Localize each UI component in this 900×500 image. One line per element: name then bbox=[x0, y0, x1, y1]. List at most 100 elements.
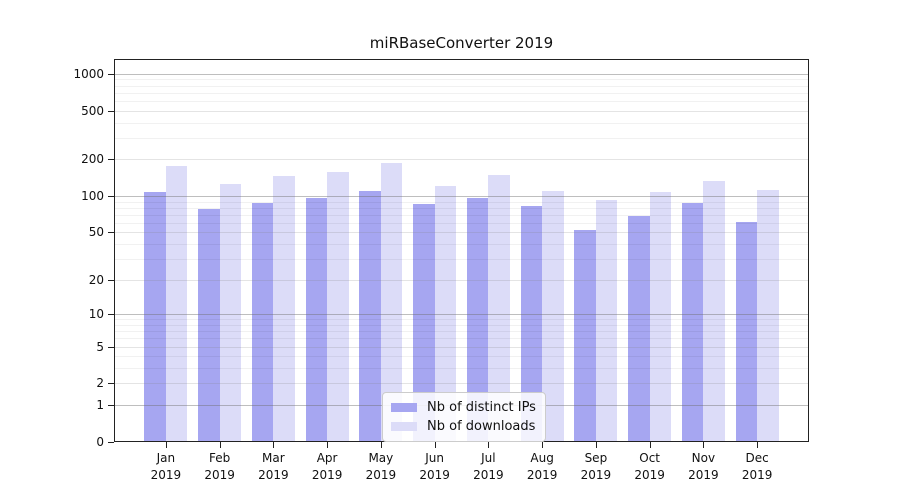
gridline-minor bbox=[114, 137, 809, 139]
bar bbox=[488, 174, 510, 442]
x-tick bbox=[757, 442, 759, 448]
y-tick-label: 1 bbox=[96, 398, 104, 413]
y-tick-label: 200 bbox=[81, 152, 104, 167]
x-tick bbox=[434, 442, 436, 448]
y-tick bbox=[108, 346, 114, 348]
gridline bbox=[114, 159, 809, 161]
y-tick-label: 50 bbox=[88, 225, 104, 240]
bar bbox=[380, 162, 403, 442]
x-tick-label: Apr 2019 bbox=[311, 451, 343, 482]
y-tick bbox=[108, 442, 114, 443]
gridline-minor bbox=[114, 324, 809, 326]
y-tick bbox=[108, 110, 114, 112]
y-tick-label: 500 bbox=[81, 103, 104, 118]
gridline bbox=[114, 196, 809, 198]
legend-item: Nb of downloads bbox=[391, 417, 537, 436]
y-tick-label: 0 bbox=[96, 435, 104, 449]
gridline-minor bbox=[114, 356, 809, 358]
chart-title: miRBaseConverter 2019 bbox=[369, 34, 554, 52]
bar bbox=[595, 199, 618, 442]
bar bbox=[466, 197, 489, 442]
legend-swatch-distinct-ips bbox=[391, 403, 417, 412]
gridline-minor bbox=[114, 338, 809, 340]
x-tick bbox=[542, 442, 544, 448]
bar bbox=[273, 175, 295, 442]
y-tick-label: 10 bbox=[88, 307, 104, 322]
bar bbox=[681, 202, 704, 442]
legend: Nb of distinct IPs Nb of downloads bbox=[382, 392, 546, 442]
y-tick bbox=[108, 405, 114, 407]
bar bbox=[165, 166, 188, 442]
x-tick-label: Nov 2019 bbox=[688, 451, 719, 482]
bar bbox=[413, 203, 435, 442]
bar bbox=[520, 206, 543, 442]
gridline-minor bbox=[114, 92, 809, 94]
bar bbox=[757, 189, 779, 442]
x-tick bbox=[219, 442, 221, 448]
x-tick-label: Mar 2019 bbox=[258, 451, 289, 482]
x-tick-label: Aug 2019 bbox=[526, 451, 558, 482]
gridline-minor bbox=[114, 331, 809, 333]
bar bbox=[649, 191, 672, 442]
x-tick-label: May 2019 bbox=[365, 451, 397, 482]
gridline-minor bbox=[114, 207, 809, 209]
gridline bbox=[114, 232, 809, 234]
gridline-minor bbox=[114, 201, 809, 203]
bar bbox=[198, 209, 220, 442]
y-tick-label: 20 bbox=[88, 272, 104, 287]
bar bbox=[305, 197, 328, 442]
x-tick-label: Oct 2019 bbox=[634, 451, 665, 482]
gridline-minor bbox=[114, 100, 809, 102]
x-tick bbox=[273, 442, 275, 448]
y-tick bbox=[108, 383, 114, 385]
x-tick bbox=[165, 442, 167, 448]
bar bbox=[542, 190, 564, 442]
x-tick bbox=[649, 442, 651, 448]
x-tick-label: Jul 2019 bbox=[473, 451, 504, 482]
x-tick bbox=[488, 442, 490, 448]
gridline bbox=[114, 73, 809, 75]
x-tick bbox=[327, 442, 329, 448]
y-tick bbox=[108, 159, 114, 161]
legend-swatch-downloads bbox=[391, 422, 417, 431]
gridline-minor bbox=[114, 244, 809, 246]
y-tick bbox=[108, 73, 114, 75]
x-tick-label: Jun 2019 bbox=[419, 451, 450, 482]
bar bbox=[434, 186, 457, 442]
bar bbox=[735, 222, 758, 442]
gridline-minor bbox=[114, 79, 809, 81]
legend-label: Nb of downloads bbox=[427, 419, 536, 434]
legend-label: Nb of distinct IPs bbox=[427, 400, 536, 415]
bar bbox=[359, 191, 381, 442]
x-tick-label: Dec 2019 bbox=[741, 451, 773, 482]
bar bbox=[327, 172, 349, 442]
gridline-minor bbox=[114, 85, 809, 87]
x-tick-label: Sep 2019 bbox=[580, 451, 612, 482]
y-tick bbox=[108, 232, 114, 234]
x-tick-label: Jan 2019 bbox=[150, 451, 182, 482]
y-tick-label: 1000 bbox=[73, 66, 104, 81]
y-tick bbox=[108, 196, 114, 198]
bar bbox=[703, 180, 725, 442]
y-tick bbox=[108, 279, 114, 281]
gridline-minor bbox=[114, 319, 809, 321]
bar bbox=[574, 230, 596, 442]
gridline-minor bbox=[114, 214, 809, 216]
gridline bbox=[114, 279, 809, 281]
y-tick-label: 2 bbox=[96, 376, 104, 391]
legend-item: Nb of distinct IPs bbox=[391, 398, 537, 417]
gridline-minor bbox=[114, 258, 809, 260]
bar bbox=[251, 203, 274, 442]
y-tick bbox=[108, 314, 114, 316]
bar bbox=[628, 216, 650, 442]
gridline bbox=[114, 110, 809, 112]
gridline-minor bbox=[114, 222, 809, 224]
gridline bbox=[114, 383, 809, 385]
x-tick bbox=[703, 442, 705, 448]
gridline-minor bbox=[114, 368, 809, 370]
y-tick-label: 5 bbox=[96, 339, 104, 354]
x-tick bbox=[595, 442, 597, 448]
x-tick bbox=[380, 442, 382, 448]
gridline-minor bbox=[114, 122, 809, 124]
